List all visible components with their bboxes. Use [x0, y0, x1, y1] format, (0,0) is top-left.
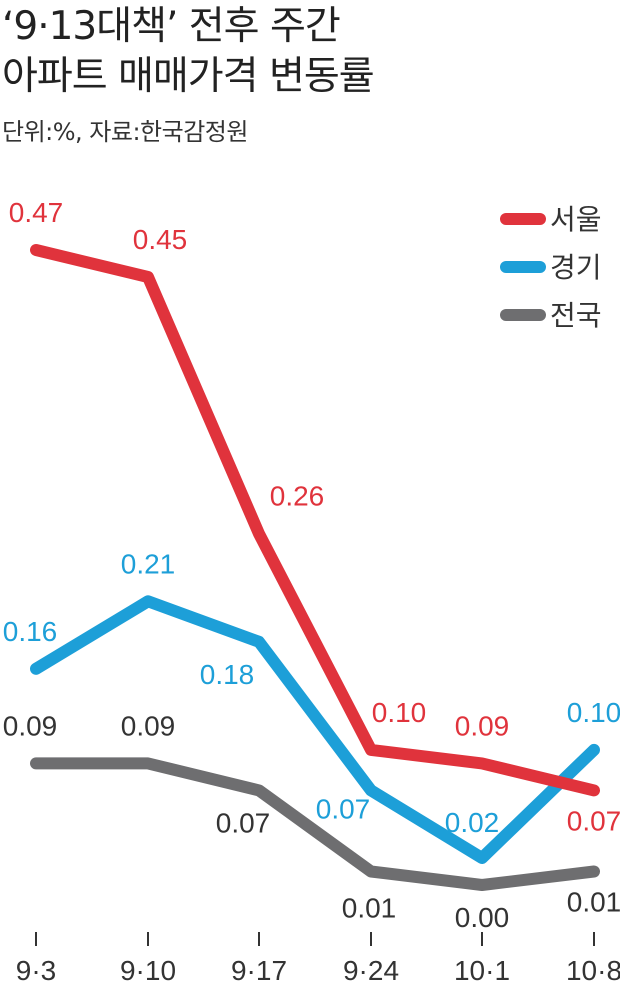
- chart-title-line-1: ‘9·13대책’ 전후 주간: [2, 4, 341, 49]
- data-label-seoul: 0.45: [133, 224, 188, 255]
- chart-subtitle: 단위:%, 자료:한국감정원: [2, 118, 248, 146]
- series-lines: [30, 244, 600, 891]
- data-label-gyeonggi: 0.10: [567, 697, 620, 728]
- data-label-seoul: 0.09: [455, 710, 510, 741]
- data-label-gyeonggi: 0.07: [316, 793, 371, 824]
- data-label-national: 0.01: [342, 892, 397, 923]
- data-label-national: 0.07: [216, 807, 271, 838]
- data-labels: 0.47 0.45 0.26 0.10 0.09 0.07 0.16 0.21 0.18 0.07…: [3, 197, 620, 933]
- series-line-national: [30, 757, 600, 891]
- x-tick-label: 10·1: [454, 955, 510, 986]
- data-label-seoul: 0.10: [372, 697, 427, 728]
- series-line-seoul: [30, 244, 600, 797]
- data-label-national: 0.01: [567, 886, 620, 917]
- series-line-gyeonggi: [30, 595, 600, 864]
- x-axis: 9·3 9·10 9·17 9·24 10·1 10·8: [16, 932, 620, 986]
- x-tick-label: 9·24: [343, 955, 399, 986]
- x-tick-label: 9·3: [16, 955, 56, 986]
- data-label-national: 0.09: [121, 710, 176, 741]
- data-label-national: 0.09: [3, 710, 58, 741]
- chart-title-line-2: 아파트 매매가격 변동률: [2, 54, 375, 99]
- legend-label-national: 전국: [550, 299, 602, 332]
- chart-title: ‘9·13대책’ 전후 주간 아파트 매매가격 변동률: [2, 2, 375, 102]
- x-tick-label: 9·17: [231, 955, 287, 986]
- data-label-gyeonggi: 0.18: [200, 659, 255, 690]
- x-tick-label: 9·10: [120, 955, 176, 986]
- data-label-seoul: 0.47: [9, 197, 64, 228]
- data-label-gyeonggi: 0.21: [121, 548, 176, 579]
- data-label-gyeonggi: 0.02: [445, 807, 500, 838]
- legend-label-seoul: 서울: [550, 203, 602, 236]
- x-tick-label: 10·8: [566, 955, 620, 986]
- data-label-seoul: 0.26: [270, 481, 325, 512]
- data-label-seoul: 0.07: [567, 805, 620, 836]
- legend-label-gyeonggi: 경기: [550, 251, 602, 284]
- data-label-national: 0.00: [455, 902, 510, 933]
- data-label-gyeonggi: 0.16: [3, 616, 58, 647]
